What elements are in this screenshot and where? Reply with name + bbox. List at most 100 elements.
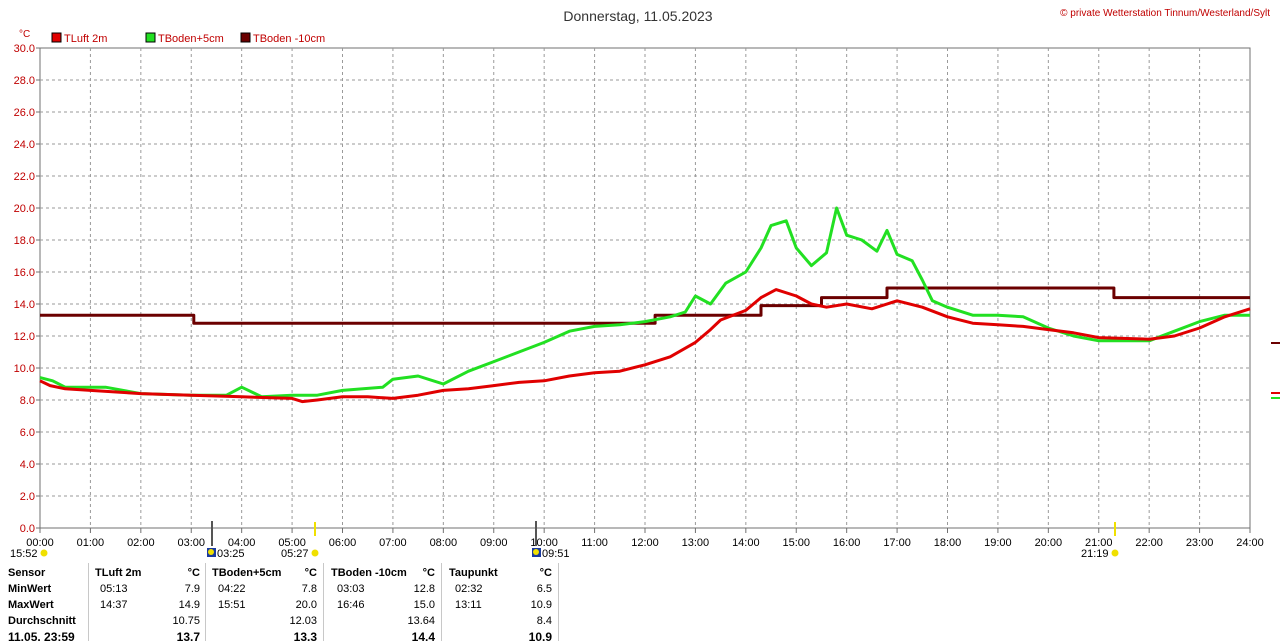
x-tick-label: 10:00 — [530, 537, 558, 549]
stats-current-value: 13.7 — [176, 630, 200, 644]
y-tick-label: 12.0 — [14, 331, 35, 343]
stats-current-value: 10.9 — [528, 630, 552, 644]
stats-divider — [558, 563, 559, 641]
y-axis: 0.0 2.0 4.0 6.0 8.0 10.0 12.0 14.0 16.0 18.0 20.0 2… — [14, 43, 40, 535]
stats-divider — [441, 563, 442, 641]
stats-max-value: 15.0 — [413, 599, 435, 611]
y-unit-label: °C — [19, 29, 30, 40]
right-edge-marks — [1271, 342, 1280, 399]
series-line-2 — [40, 286, 1250, 325]
stats-row-label: 11.05. 23:59 — [8, 630, 75, 644]
stats-header-tluft: TLuft 2m — [95, 567, 142, 579]
y-tick-label: 24.0 — [14, 139, 35, 151]
y-tick-label: 6.0 — [20, 427, 35, 439]
x-tick-label: 23:00 — [1186, 537, 1214, 549]
legend-label-tluft: TLuft 2m — [64, 33, 107, 45]
x-tick-label: 09:00 — [480, 537, 508, 549]
sunrise-icon — [311, 549, 319, 557]
y-tick-label: 16.0 — [14, 267, 35, 279]
marker-time-moonset: 09:51 — [542, 548, 570, 560]
stats-unit: °C — [422, 567, 435, 579]
x-tick-label: 11:00 — [581, 537, 608, 549]
x-tick-label: 06:00 — [329, 537, 357, 549]
marker-time-left: 15:52 — [10, 548, 38, 560]
stats-unit: °C — [304, 567, 317, 579]
y-tick-label: 26.0 — [14, 107, 35, 119]
x-tick-label: 12:00 — [631, 537, 659, 549]
stats-avg-value: 12.03 — [289, 615, 317, 627]
stats-max-time: 16:46 — [337, 599, 365, 611]
stats-max-time: 14:37 — [100, 599, 128, 611]
legend-label-tboden5: TBoden+5cm — [158, 33, 224, 45]
stats-max-time: 13:11 — [455, 599, 482, 611]
series-line-1 — [39, 206, 1250, 399]
y-tick-label: 2.0 — [20, 491, 35, 503]
x-tick-label: 03:00 — [177, 537, 205, 549]
stats-unit: °C — [187, 567, 200, 579]
x-tick-label: 07:00 — [379, 537, 407, 549]
x-tick-label: 17:00 — [883, 537, 911, 549]
stats-current-value: 14.4 — [411, 630, 435, 644]
y-tick-label: 8.0 — [20, 395, 35, 407]
series-line-0 — [39, 288, 1251, 404]
legend-swatch-tboden5 — [145, 32, 156, 43]
y-tick-label: 30.0 — [14, 43, 35, 55]
stats-max-value: 20.0 — [295, 599, 317, 611]
x-tick-label: 13:00 — [682, 537, 710, 549]
y-tick-label: 4.0 — [20, 459, 35, 471]
y-tick-label: 10.0 — [14, 363, 35, 375]
marker-time-sunrise: 05:27 — [281, 548, 309, 560]
x-axis: 00:00 01:00 02:00 03:00 04:00 05:00 06:00 07:00… — [26, 528, 1264, 549]
x-tick-label: 18:00 — [934, 537, 962, 549]
legend: TLuft 2m TBoden+5cm TBoden -10cm — [51, 32, 325, 45]
stats-avg-value: 10.75 — [172, 615, 200, 627]
series-group — [39, 206, 1251, 404]
stats-min-value: 7.8 — [301, 583, 317, 595]
stats-header-tboden10: TBoden -10cm — [331, 567, 407, 579]
x-tick-label: 19:00 — [984, 537, 1012, 549]
x-tick-label: 15:00 — [782, 537, 810, 549]
chart-title: Donnerstag, 11.05.2023 — [563, 8, 712, 24]
stats-row-label: Durchschnitt — [8, 615, 76, 627]
stats-min-time: 02:32 — [455, 583, 483, 595]
y-tick-label: 18.0 — [14, 235, 35, 247]
x-tick-label: 08:00 — [430, 537, 458, 549]
marker-time-moonrise: 03:25 — [217, 548, 245, 560]
temperature-chart: Donnerstag, 11.05.2023 © private Wetters… — [10, 8, 1280, 560]
stats-divider — [88, 563, 89, 641]
stats-avg-value: 8.4 — [536, 615, 552, 627]
x-tick-label: 14:00 — [732, 537, 760, 549]
stats-current-value: 13.3 — [293, 630, 317, 644]
stats-min-time: 03:03 — [337, 583, 365, 595]
x-tick-label: 04:00 — [228, 537, 256, 549]
stats-divider — [205, 563, 206, 641]
stats-max-value: 10.9 — [530, 599, 552, 611]
legend-swatch-tboden10 — [240, 32, 251, 43]
stats-min-value: 7.9 — [184, 583, 200, 595]
sun-icon — [40, 549, 48, 557]
x-tick-label: 20:00 — [1035, 537, 1063, 549]
stats-min-value: 12.8 — [413, 583, 435, 595]
stats-min-value: 6.5 — [536, 583, 552, 595]
x-tick-label: 24:00 — [1236, 537, 1264, 549]
x-tick-label: 02:00 — [127, 537, 155, 549]
x-tick-label: 22:00 — [1135, 537, 1163, 549]
x-tick-label: 16:00 — [833, 537, 861, 549]
stats-header-tboden5: TBoden+5cm — [212, 567, 282, 579]
stats-row-label: Sensor — [8, 567, 46, 579]
stats-row-label: MaxWert — [8, 599, 54, 611]
x-tick-label: 01:00 — [77, 537, 105, 549]
sunset-icon — [1111, 549, 1119, 557]
stats-min-time: 04:22 — [218, 583, 246, 595]
x-tick-label: 05:00 — [278, 537, 306, 549]
stats-header-taupunkt: Taupunkt — [449, 567, 498, 579]
stats-max-value: 14.9 — [178, 599, 200, 611]
y-tick-label: 22.0 — [14, 171, 35, 183]
y-tick-label: 20.0 — [14, 203, 35, 215]
y-tick-label: 28.0 — [14, 75, 35, 87]
y-tick-label: 14.0 — [14, 299, 35, 311]
legend-label-tboden10: TBoden -10cm — [253, 33, 325, 45]
x-tick-label: 00:00 — [26, 537, 54, 549]
stats-unit: °C — [539, 567, 552, 579]
stats-row-label: MinWert — [8, 583, 52, 595]
